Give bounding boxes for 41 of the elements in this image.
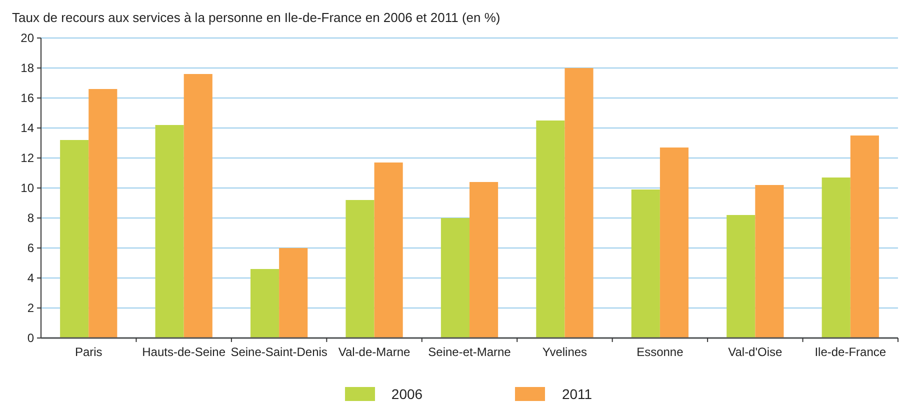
- y-tick-label: 16: [20, 91, 34, 106]
- bar: [60, 140, 89, 338]
- y-tick-label: 0: [27, 331, 34, 346]
- bar: [564, 68, 594, 338]
- x-tick-label: Hauts-de-Seine: [142, 345, 226, 359]
- bar: [726, 215, 756, 338]
- bar: [822, 178, 850, 338]
- x-tick-label: Yvelines: [542, 345, 588, 359]
- bar: [631, 190, 660, 338]
- bar: [279, 248, 308, 338]
- y-tick-label: 18: [20, 61, 34, 76]
- x-tick-label: Essonne: [636, 345, 684, 359]
- x-tick-label: Val-de-Marne: [338, 345, 411, 359]
- y-tick-label: 6: [27, 241, 34, 256]
- bar: [155, 125, 184, 338]
- x-tick-label: Seine-et-Marne: [428, 345, 512, 359]
- x-tick-label: Ile-de-France: [814, 345, 886, 359]
- x-tick-label: Paris: [74, 345, 102, 359]
- y-tick-label: 14: [20, 121, 34, 136]
- y-tick-label: 10: [20, 181, 34, 196]
- bar: [374, 162, 403, 338]
- x-tick-label: Val-d'Oise: [728, 345, 783, 359]
- bar: [660, 148, 689, 338]
- y-tick-label: 4: [27, 271, 34, 286]
- y-tick-label: 8: [27, 211, 34, 226]
- bar: [88, 89, 118, 338]
- bar: [250, 269, 280, 338]
- bar: [755, 185, 784, 338]
- bar: [184, 74, 212, 338]
- bar: [536, 120, 565, 338]
- bar: [346, 200, 374, 338]
- y-tick-label: 2: [27, 301, 34, 316]
- x-tick-label: Seine-Saint-Denis: [230, 345, 328, 359]
- legend-label: 2006: [391, 386, 423, 402]
- legend-label: 2011: [562, 386, 592, 402]
- bar: [470, 182, 498, 338]
- bar: [850, 136, 879, 338]
- chart-title: Taux de recours aux services à la personne en Ile-de-France en 2006 et 2011 (en %): [12, 10, 500, 25]
- y-tick-label: 20: [20, 31, 34, 46]
- y-tick-label: 12: [20, 151, 34, 166]
- bar: [440, 218, 470, 338]
